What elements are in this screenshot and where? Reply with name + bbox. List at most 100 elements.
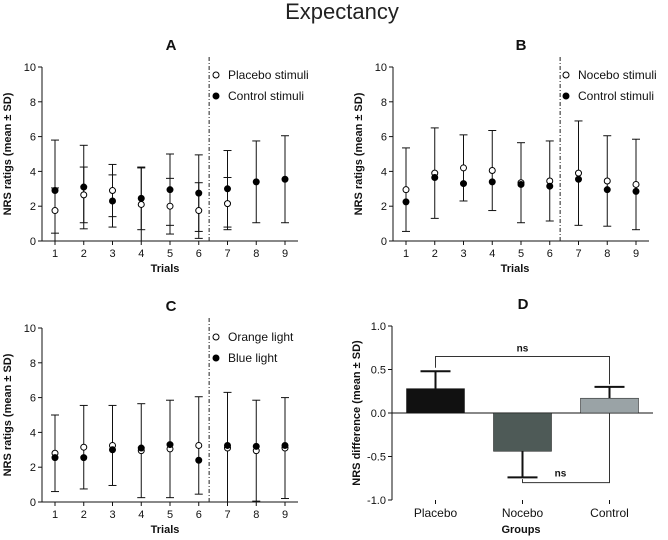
y-tick-label: -1.0 [367, 495, 386, 507]
y-axis-title: NRS ratigs (mean ± SD) [2, 92, 14, 215]
x-tick-label: 5 [167, 248, 173, 260]
y-tick-label: 6 [381, 132, 387, 144]
y-tick-label: 2 [381, 201, 387, 213]
y-tick-label: 0.0 [371, 408, 386, 420]
x-tick-label: 4 [138, 509, 144, 521]
x-axis-title: Trials [501, 263, 530, 275]
x-tick-label: 2 [432, 248, 438, 260]
y-axis-title: NRS difference (mean ± SD) [351, 340, 363, 486]
bar [580, 397, 639, 414]
significance-bracket [435, 355, 610, 385]
y-axis-title: NRS ratigs (mean ± SD) [2, 353, 14, 476]
panel-letter: C [166, 298, 177, 315]
legend-label: Placebo stimuli [228, 68, 309, 82]
x-tick-label: 8 [253, 509, 259, 521]
figure-title: Expectancy [285, 0, 399, 24]
x-tick-label: 4 [489, 248, 495, 260]
y-tick-label: 8 [30, 97, 36, 109]
significance-label: ns [555, 469, 567, 480]
x-tick-label: 5 [518, 248, 524, 260]
x-tick-label: 3 [109, 509, 115, 521]
legend-label: Nocebo stimuli [578, 68, 657, 82]
panel-letter: A [166, 37, 177, 54]
x-tick-label: 1 [52, 509, 58, 521]
filled-data-point [166, 186, 174, 194]
significance-bracket [522, 413, 610, 484]
y-tick-label: 0 [30, 236, 36, 248]
x-tick-label: 1 [52, 248, 58, 260]
filled-data-point [252, 178, 260, 186]
open-data-point [632, 180, 640, 188]
filled-data-point [603, 186, 611, 194]
filled-data-point [281, 175, 289, 183]
x-tick-label: 6 [547, 248, 553, 260]
x-tick-label: 7 [224, 248, 230, 260]
y-tick-label: 6 [30, 393, 36, 405]
panel-letter: B [516, 37, 527, 54]
y-axis-title: NRS ratigs (mean ± SD) [353, 92, 365, 215]
legend-label: Control stimuli [228, 89, 304, 103]
filled-data-point [137, 444, 145, 452]
filled-data-point [281, 441, 289, 449]
x-tick-label: 2 [81, 248, 87, 260]
x-tick-label: 3 [109, 248, 115, 260]
filled-data-point [109, 446, 116, 454]
x-tick-label: 5 [167, 509, 173, 521]
bar [406, 388, 465, 414]
filled-data-point [224, 441, 231, 449]
legend-label: Control stimuli [578, 89, 654, 103]
filled-data-point [109, 197, 116, 205]
open-data-point [80, 191, 88, 199]
panel-letter: D [518, 296, 529, 313]
x-tick-label: 7 [224, 509, 230, 521]
y-tick-label: 4 [30, 166, 36, 178]
filled-data-point [51, 454, 59, 462]
y-tick-label: 8 [30, 358, 36, 370]
y-tick-label: 1.0 [371, 321, 386, 333]
legend-marker [212, 71, 220, 79]
y-tick-label: 2 [30, 462, 36, 474]
legend-label: Orange light [228, 330, 294, 344]
open-data-point [488, 167, 496, 175]
open-data-point [603, 177, 611, 185]
x-tick-label: 4 [138, 248, 144, 260]
x-tick-label: 2 [81, 509, 87, 521]
y-tick-label: 2 [30, 201, 36, 213]
y-tick-label: 0.5 [371, 365, 386, 377]
filled-data-point [546, 182, 554, 190]
filled-data-point [80, 183, 88, 191]
x-axis-title: Trials [151, 263, 180, 275]
legend-marker [212, 92, 220, 100]
open-data-point [51, 207, 59, 215]
filled-data-point [575, 175, 582, 183]
filled-data-point [431, 173, 439, 181]
open-data-point [460, 164, 467, 172]
filled-data-point [252, 442, 260, 450]
filled-data-point [195, 456, 203, 464]
open-data-point [166, 202, 174, 210]
x-tick-label: 9 [282, 248, 288, 260]
x-tick-label: Nocebo [502, 506, 544, 520]
legend-marker [562, 92, 570, 100]
filled-data-point [166, 441, 174, 449]
open-data-point [137, 200, 145, 208]
y-tick-label: 10 [24, 62, 36, 74]
y-tick-label: 6 [30, 132, 36, 144]
filled-data-point [460, 180, 467, 188]
bar [493, 412, 552, 452]
x-axis-title: Groups [501, 524, 540, 536]
y-tick-label: 4 [381, 166, 387, 178]
y-tick-label: 10 [24, 323, 36, 335]
filled-data-point [517, 180, 525, 188]
legend-marker [212, 354, 220, 362]
significance-label: ns [517, 343, 529, 354]
y-tick-label: 10 [375, 62, 387, 74]
filled-data-point [137, 194, 145, 202]
x-tick-label: Placebo [414, 506, 458, 520]
y-tick-label: 0 [30, 497, 36, 509]
